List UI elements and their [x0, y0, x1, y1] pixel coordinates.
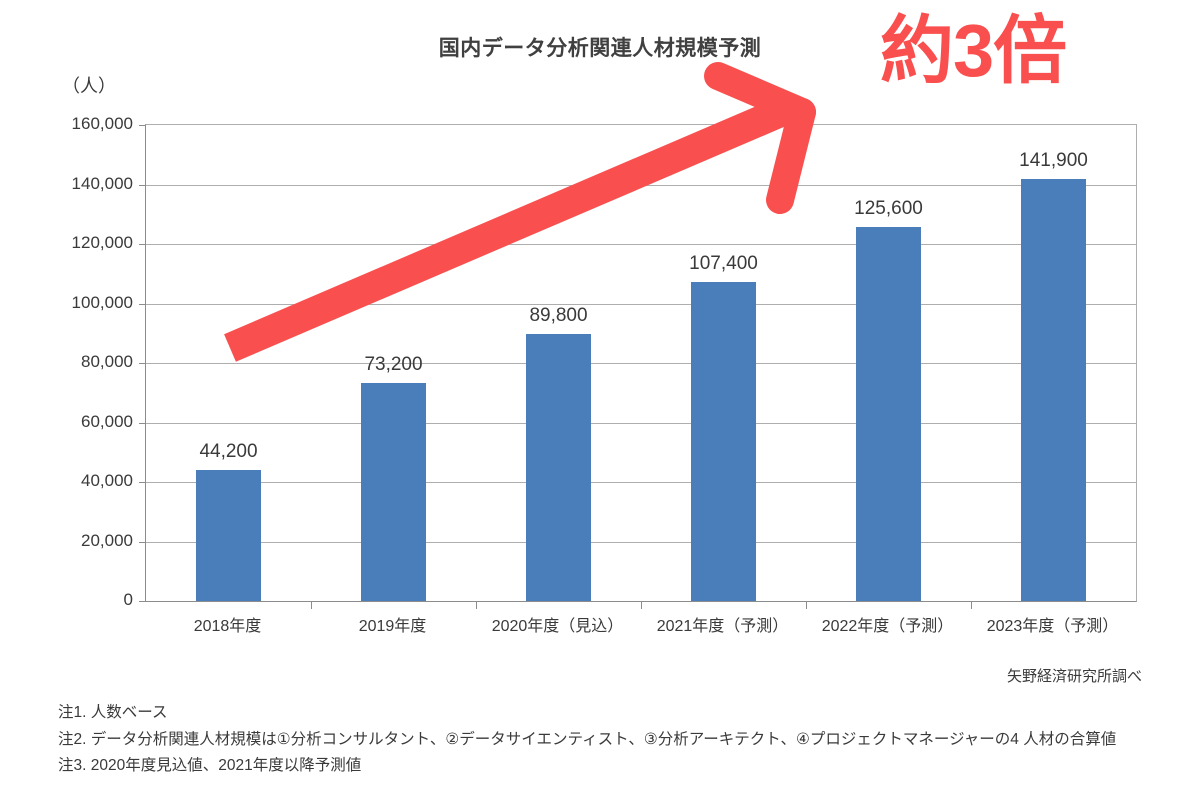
- bar[interactable]: 107,400: [689, 253, 758, 601]
- footnote-line: 注1. 人数ベース: [58, 704, 168, 721]
- bar-value-label: 89,800: [529, 304, 588, 326]
- bar-value-label: 125,600: [854, 198, 923, 220]
- bar-value-label: 44,200: [199, 440, 258, 462]
- x-axis-category-label: 2022年度（予測）: [821, 618, 954, 635]
- y-axis-tick-label-group: 0 20,000 40,000 60,000 80,000 100,000 120,000 1…: [0, 114, 145, 609]
- y-axis-tick-label: 140,000: [71, 173, 133, 193]
- y-axis-tick: [139, 422, 146, 424]
- gridline: [146, 244, 1136, 245]
- chart-plot-area: 44,200 73,200 89,800 107,400 125,600 141,900: [139, 124, 1137, 609]
- growth-callout-label: 約3倍: [880, 9, 1067, 92]
- gridline: [146, 363, 1136, 364]
- y-axis-tick-label: 160,000: [71, 114, 133, 133]
- bar-value-label: 107,400: [689, 252, 758, 274]
- bar[interactable]: 89,800: [526, 305, 591, 601]
- y-axis-tick-label: 120,000: [71, 233, 133, 252]
- y-axis-tick: [139, 482, 146, 483]
- bar[interactable]: 125,600: [854, 198, 923, 601]
- y-axis-tick: [139, 303, 146, 305]
- source-attribution: 矢野経済研究所調べ: [1006, 668, 1142, 685]
- gridline: [146, 303, 1136, 305]
- x-axis-tick: [311, 601, 312, 609]
- y-axis-tick: [139, 125, 146, 126]
- footnote-line: 注3. 2020年度見込値、2021年度以降予測値: [58, 757, 362, 775]
- x-axis-category-label: 2020年度（見込）: [491, 618, 624, 635]
- gridline: [146, 184, 1136, 186]
- x-axis-category-label: 2018年度: [193, 618, 262, 635]
- y-axis-tick-label: 80,000: [81, 352, 133, 371]
- page-title: 国内データ分析関連人材規模予測: [438, 37, 762, 60]
- bar[interactable]: 73,200: [361, 354, 426, 601]
- y-axis-tick-label: 60,000: [81, 411, 133, 431]
- x-axis-category-label: 2019年度: [358, 618, 427, 635]
- y-axis-tick: [139, 601, 146, 602]
- y-axis-tick-label: 40,000: [81, 471, 133, 490]
- y-axis-tick: [139, 363, 146, 364]
- y-axis-tick-label: 0: [123, 590, 133, 609]
- bar-value-label: 141,900: [1019, 149, 1088, 171]
- gridline: [146, 482, 1136, 483]
- x-axis-tick: [971, 601, 972, 609]
- bar-value-label: 73,200: [364, 354, 423, 376]
- y-axis-tick-label: 20,000: [81, 530, 133, 550]
- x-axis-tick: [476, 601, 477, 609]
- gridline: [146, 422, 1136, 424]
- y-axis-tick: [139, 244, 146, 245]
- x-axis-tick: [806, 601, 807, 609]
- x-axis-category-label: 2023年度（予測）: [986, 618, 1119, 635]
- x-axis-category-label-group: 2018年度 2019年度 2020年度（見込） 2021年度（予測） 2022年度（予…: [145, 612, 1137, 642]
- bar[interactable]: 141,900: [1019, 150, 1088, 601]
- footnote-group: 注1. 人数ベース注2. データ分析関連人材規模は①分析コンサルタント、②データ…: [58, 700, 1188, 780]
- y-axis-unit-label: （人）: [62, 76, 116, 96]
- x-axis-category-label: 2021年度（予測）: [656, 618, 789, 635]
- y-axis-tick: [139, 184, 146, 186]
- x-axis-tick: [641, 601, 642, 609]
- bar[interactable]: 44,200: [196, 441, 261, 601]
- y-axis-tick: [139, 541, 146, 543]
- y-axis-tick-label: 100,000: [71, 292, 133, 312]
- gridline: [146, 541, 1136, 543]
- footnote-line: 注2. データ分析関連人材規模は①分析コンサルタント、②データサイエンティスト、…: [58, 730, 1117, 748]
